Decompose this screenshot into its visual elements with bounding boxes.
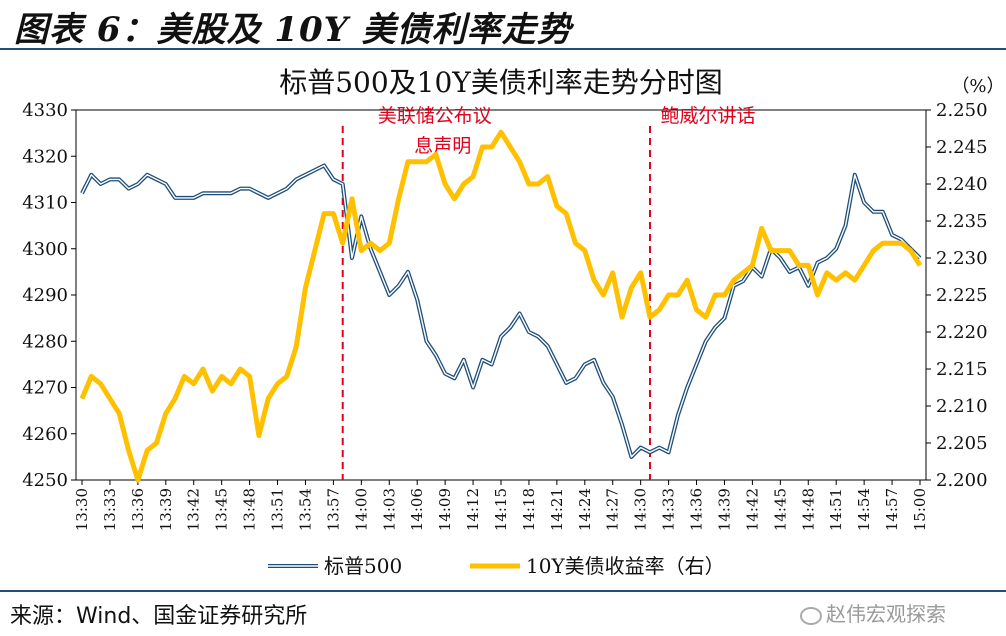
legend-label-sp500: 标普500	[324, 554, 402, 578]
x-tick-label: 14:18	[520, 488, 538, 531]
right-tick-label: 2.240	[936, 174, 988, 195]
series-line-sp500-inner	[81, 164, 921, 458]
right-tick-label: 2.250	[936, 100, 988, 121]
left-tick-label: 4300	[22, 239, 68, 260]
x-tick-label: 14:42	[743, 488, 761, 531]
left-tick-label: 4260	[22, 424, 68, 445]
x-tick-label: 13:51	[269, 488, 287, 531]
watermark: 赵伟宏观探索	[800, 598, 946, 627]
series-line-sp500-outer	[80, 163, 922, 459]
figure-title: 图表 6：美股及 10Y 美债利率走势	[14, 10, 572, 50]
watermark-text: 赵伟宏观探索	[826, 602, 946, 626]
x-tick-label: 14:09	[436, 488, 454, 531]
x-tick-label: 13:57	[324, 488, 342, 531]
right-tick-label: 2.205	[936, 433, 988, 454]
x-tick-label: 14:51	[827, 488, 845, 531]
x-tick-label: 13:30	[73, 488, 91, 531]
x-tick-label: 14:06	[408, 488, 426, 531]
x-tick-label: 14:48	[799, 488, 817, 531]
x-tick-label: 14:15	[492, 488, 510, 531]
left-tick-label: 4320	[22, 146, 68, 167]
x-tick-label: 13:42	[185, 488, 203, 531]
right-tick-label: 2.230	[936, 248, 988, 269]
x-tick-label: 14:33	[660, 488, 678, 531]
wechat-icon	[800, 606, 822, 625]
right-tick-label: 2.225	[936, 285, 988, 306]
legend-label-treasury-yield: 10Y美债收益率（右）	[526, 554, 725, 578]
x-tick-label: 14:03	[380, 488, 398, 531]
x-tick-label: 13:33	[101, 488, 119, 531]
plot-frame	[75, 109, 927, 481]
annotation-label: 美联储公布议	[378, 105, 492, 127]
right-tick-label: 2.210	[936, 396, 988, 417]
x-tick-label: 14:45	[771, 488, 789, 531]
x-tick-label: 14:36	[688, 488, 706, 531]
right-axis-unit: （%）	[951, 76, 1004, 97]
x-tick-label: 14:39	[715, 488, 733, 531]
right-tick-label: 2.235	[936, 211, 988, 232]
left-tick-label: 4250	[22, 470, 68, 491]
left-tick-label: 4330	[22, 100, 68, 121]
right-tick-label: 2.245	[936, 137, 988, 158]
right-tick-label: 2.220	[936, 322, 988, 343]
left-tick-label: 4280	[22, 331, 68, 352]
bottom-rule	[0, 590, 1006, 592]
left-tick-label: 4310	[22, 193, 68, 214]
chart: 标普500及10Y美债利率走势分时图 （%） 4250 4260 4270 4280 429…	[22, 66, 1004, 578]
annotation-label: 息声明	[414, 135, 471, 157]
left-tick-label: 4270	[22, 378, 68, 399]
top-rule	[0, 48, 1006, 50]
x-tick-label: 14:12	[464, 488, 482, 531]
x-tick-label: 14:57	[883, 488, 901, 531]
x-tick-label: 13:36	[129, 488, 147, 531]
chart-title: 标普500及10Y美债利率走势分时图	[279, 66, 723, 99]
right-tick-label: 2.215	[936, 359, 988, 380]
x-tick-label: 15:00	[911, 488, 929, 531]
x-tick-label: 13:48	[241, 488, 259, 531]
x-tick-label: 13:45	[213, 488, 231, 531]
left-tick-label: 4290	[22, 285, 68, 306]
x-tick-label: 13:54	[296, 488, 314, 531]
x-tick-label: 14:54	[855, 488, 873, 531]
annotation-label: 鲍威尔讲话	[660, 105, 755, 127]
x-tick-label: 14:27	[604, 488, 622, 531]
x-tick-label: 14:21	[548, 488, 566, 531]
source-note: 来源：Wind、国金证券研究所	[10, 604, 308, 629]
x-tick-label: 14:24	[576, 488, 594, 531]
x-tick-label: 13:39	[157, 488, 175, 531]
right-tick-label: 2.200	[936, 470, 988, 491]
x-tick-label: 14:30	[632, 488, 650, 531]
series-line-treasury-yield	[79, 129, 923, 483]
x-tick-label: 14:00	[352, 488, 370, 531]
